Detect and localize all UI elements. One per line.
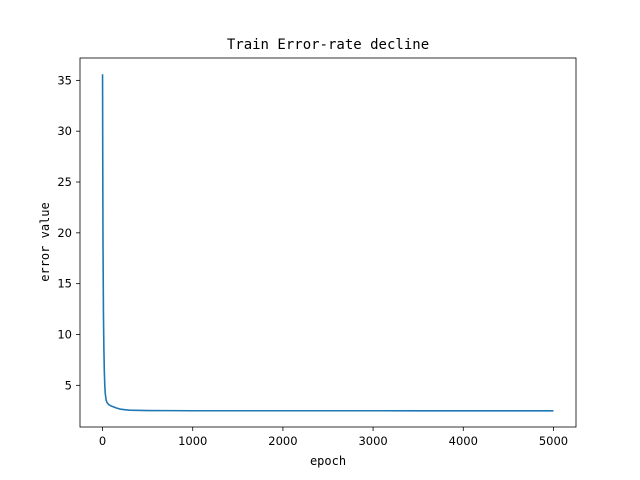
y-axis-ticks: 5 10 15 20 25 30 35 [57,73,80,392]
x-tick-label: 5000 [539,434,568,448]
plot-layer [101,74,554,412]
axes-frame [79,57,577,428]
y-tick-label: 5 [65,378,72,392]
x-tick-label: 4000 [449,434,478,448]
y-tick-label: 25 [57,175,72,189]
y-tick-label: 10 [57,327,72,341]
x-axis-label: epoch [310,454,346,468]
y-axis-label: error value [38,202,52,281]
y-tick-label: 30 [57,124,72,138]
y-tick-label: 15 [57,277,72,291]
y-tick-label: 35 [57,73,72,87]
x-axis-ticks: 0 1000 2000 3000 4000 5000 [99,427,568,448]
x-tick-label: 3000 [358,434,387,448]
x-tick-label: 2000 [268,434,297,448]
chart-title: Train Error-rate decline [227,37,429,53]
series-line-1 [101,74,554,412]
x-tick-label: 0 [99,434,106,448]
x-tick-label: 1000 [178,434,207,448]
y-tick-label: 20 [57,226,72,240]
